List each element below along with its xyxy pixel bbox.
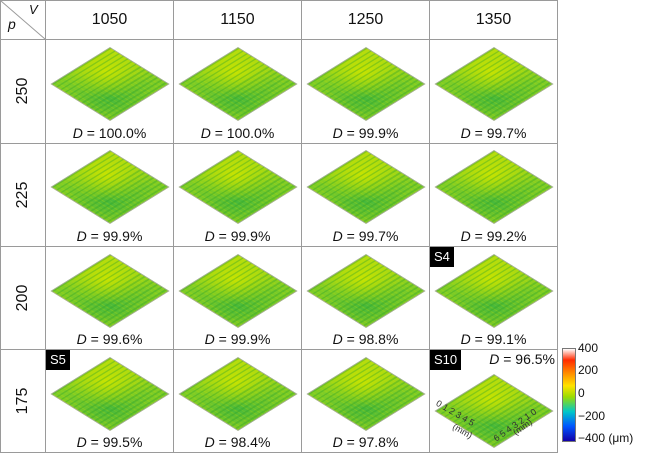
sample-tag: S4 <box>430 247 454 267</box>
density-value: D = 99.1% <box>460 330 527 347</box>
density-value: D = 98.4% <box>204 434 271 450</box>
density-value: D = 100.0% <box>72 124 147 141</box>
surface-cell: D = 99.9% <box>45 142 174 247</box>
row-header: 250 <box>0 39 46 144</box>
surface-cell: D = 99.2% <box>429 142 558 247</box>
surface-cell: D = 99.7% <box>429 39 558 144</box>
surface-cell: D = 99.9% <box>173 142 302 247</box>
colorbar-tick: 0 <box>578 386 585 400</box>
density-value: D = 99.9% <box>204 227 271 244</box>
density-value: D = 99.9% <box>332 124 399 141</box>
density-value: D = 97.8% <box>332 434 399 450</box>
density-value: D = 99.9% <box>76 227 143 244</box>
surface-cell: D = 99.6% <box>45 245 174 350</box>
surface-map <box>306 150 425 225</box>
sample-tag: S5 <box>46 350 70 370</box>
row-header: 175 <box>0 348 46 454</box>
density-value: D = 99.9% <box>204 330 271 347</box>
colorbar-gradient <box>562 348 576 442</box>
density-value: D = 98.8% <box>332 330 399 347</box>
column-header: 1250 <box>301 0 430 41</box>
surface-topography-grid: p V 1050 1150 1250 1350 250 D = 100.0% D… <box>0 0 558 454</box>
surface-map <box>50 150 169 225</box>
corner-header: p V <box>0 0 46 41</box>
colorbar-tick: 200 <box>578 363 599 377</box>
surface-cell: D = 98.8% <box>301 245 430 350</box>
density-value: D = 99.5% <box>76 434 143 450</box>
grid-row: 200 D = 99.6% D = 99.9% D = 98.8% S4 D = … <box>0 245 558 350</box>
sample-tag: S10 <box>430 350 462 370</box>
column-header: 1050 <box>45 0 174 41</box>
colorbar-tick: −200 <box>578 409 606 423</box>
surface-map <box>178 47 297 122</box>
colorbar-tick: 400 <box>578 341 599 355</box>
surface-map <box>178 356 297 431</box>
column-header: 1150 <box>173 0 302 41</box>
row-header: 225 <box>0 142 46 247</box>
surface-map <box>178 150 297 225</box>
surface-map <box>306 47 425 122</box>
density-value: D = 99.7% <box>460 124 527 141</box>
column-axis-label: V <box>29 2 38 17</box>
surface-cell: S10 D = 96.5% 0 1 2 3 4 5 (mm) 6 5 4 3 2… <box>429 348 558 454</box>
density-value: D = 99.7% <box>332 227 399 244</box>
density-value: D = 99.6% <box>76 330 143 347</box>
grid-row: 250 D = 100.0% D = 100.0% D = 99.9% D = … <box>0 39 558 144</box>
grid-row: 175 S5 D = 99.5% D = 98.4% D = 97.8% S10 … <box>0 348 558 454</box>
surface-map <box>178 253 297 328</box>
surface-map <box>50 47 169 122</box>
surface-map <box>306 253 425 328</box>
density-value: D = 99.2% <box>460 227 527 244</box>
surface-cell: D = 100.0% <box>45 39 174 144</box>
height-colorbar: 400 200 0 −200 −400 (μm) <box>562 341 660 446</box>
colorbar-tick: −400 (μm) <box>578 431 634 445</box>
surface-cell: D = 97.8% <box>301 348 430 454</box>
surface-cell: D = 98.4% <box>173 348 302 454</box>
grid-row: 225 D = 99.9% D = 99.9% D = 99.7% D = 99… <box>0 142 558 247</box>
surface-cell: D = 100.0% <box>173 39 302 144</box>
surface-cell: D = 99.9% <box>173 245 302 350</box>
column-header: 1350 <box>429 0 558 41</box>
surface-map <box>434 47 553 122</box>
surface-cell: S4 D = 99.1% <box>429 245 558 350</box>
surface-map <box>306 356 425 431</box>
corner-diagonal <box>1 1 45 39</box>
row-axis-label: p <box>8 16 16 32</box>
density-value: D = 100.0% <box>200 124 275 141</box>
density-value: D = 96.5% <box>489 350 555 367</box>
surface-cell: S5 D = 99.5% <box>45 348 174 454</box>
surface-map <box>50 253 169 328</box>
surface-map <box>434 150 553 225</box>
surface-cell: D = 99.9% <box>301 39 430 144</box>
surface-cell: D = 99.7% <box>301 142 430 247</box>
row-header: 200 <box>0 245 46 350</box>
